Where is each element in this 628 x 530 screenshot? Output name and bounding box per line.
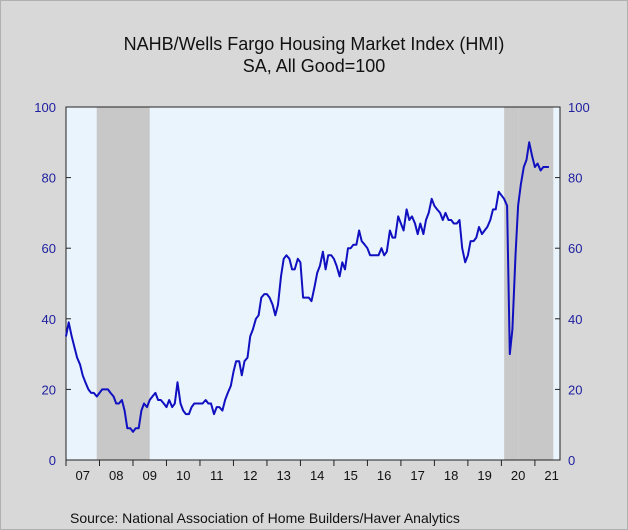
x-tick-label: 10 — [176, 468, 190, 483]
x-tick-label: 13 — [276, 468, 290, 483]
y-tick-label-right: 0 — [568, 453, 575, 468]
y-tick-label-left: 60 — [42, 241, 56, 256]
x-tick-label: 12 — [243, 468, 257, 483]
chart-source: Source: National Association of Home Bui… — [70, 510, 460, 526]
x-tick-label: 15 — [343, 468, 357, 483]
x-tick-label: 16 — [377, 468, 391, 483]
x-tick-label: 09 — [142, 468, 156, 483]
y-tick-label-right: 80 — [568, 171, 582, 186]
recession-band-2 — [518, 107, 554, 460]
x-tick-label: 17 — [410, 468, 424, 483]
recession-band-1 — [504, 107, 519, 460]
x-tick-label: 18 — [444, 468, 458, 483]
y-tick-label-left: 40 — [42, 312, 56, 327]
chart-subtitle: SA, All Good=100 — [242, 56, 386, 76]
x-tick-label: 21 — [544, 468, 558, 483]
y-tick-label-right: 40 — [568, 312, 582, 327]
x-tick-label: 11 — [210, 468, 224, 483]
y-tick-label-left: 20 — [42, 382, 56, 397]
y-tick-label-right: 60 — [568, 241, 582, 256]
y-tick-label-left: 100 — [34, 100, 56, 115]
x-tick-label: 14 — [310, 468, 324, 483]
x-tick-label: 08 — [109, 468, 123, 483]
series-line-0 — [65, 141, 549, 433]
y-tick-label-left: 0 — [49, 453, 56, 468]
series-line-layer — [65, 141, 549, 433]
axes: 0 0 20 20 40 40 60 60 80 80 100 100 07 08 09 10 11 12 13 14… — [34, 100, 589, 483]
x-tick-label: 20 — [511, 468, 525, 483]
chart-title: NAHB/Wells Fargo Housing Market Index (H… — [123, 34, 505, 54]
x-tick-label: 07 — [76, 468, 90, 483]
plot-border — [65, 106, 561, 461]
y-tick-label-right: 20 — [568, 382, 582, 397]
y-tick-label-right: 100 — [568, 100, 590, 115]
x-tick-label: 19 — [477, 468, 491, 483]
y-tick-label-left: 80 — [42, 171, 56, 186]
